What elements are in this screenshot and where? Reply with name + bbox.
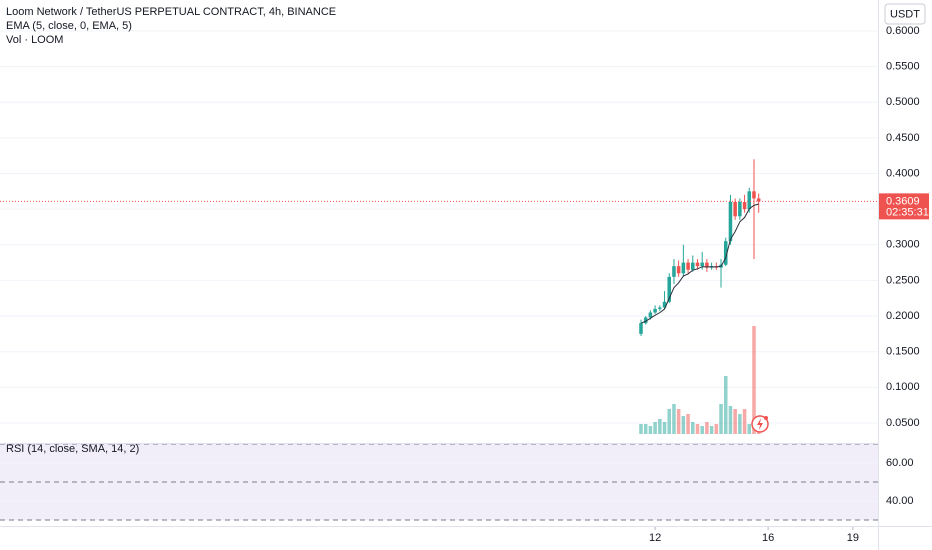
volume-bar xyxy=(747,424,752,434)
candle-body xyxy=(643,317,648,324)
y-tick-label: 0.1000 xyxy=(886,381,920,393)
volume-bar xyxy=(686,414,690,434)
indicator-label: Vol · LOOM xyxy=(6,34,63,46)
y-tick-label: 0.4500 xyxy=(886,132,920,144)
volume-bar xyxy=(676,409,681,434)
candle-body xyxy=(728,202,733,242)
candle-body xyxy=(756,198,761,202)
candle-body xyxy=(658,307,662,309)
y-tick-label: 0.3000 xyxy=(886,239,920,251)
candle-body xyxy=(738,202,742,217)
x-tick-label: 19 xyxy=(847,532,859,544)
y-tick-label: 0.4000 xyxy=(886,167,920,179)
candle-body xyxy=(752,191,756,199)
volume-bar xyxy=(733,409,737,434)
volume-bar xyxy=(700,426,704,434)
candle-body xyxy=(662,301,667,308)
candle-body xyxy=(681,262,686,274)
alert-icon[interactable] xyxy=(751,415,769,433)
last-price-label: 0.3609 xyxy=(886,195,920,207)
candle-body xyxy=(705,262,709,268)
countdown-label: 02:35:31 xyxy=(886,206,929,218)
indicator-label: EMA (5, close, 0, EMA, 5) xyxy=(6,20,132,32)
volume-bar xyxy=(742,409,747,434)
y-tick-label: 0.6000 xyxy=(886,25,920,37)
volume-bar xyxy=(738,414,742,434)
rsi-tick-label: 40.00 xyxy=(886,495,914,507)
candle-body xyxy=(723,241,728,265)
rsi-pane xyxy=(0,443,878,521)
candle-body xyxy=(639,323,643,334)
grid xyxy=(0,30,878,424)
currency-label[interactable]: USDT xyxy=(890,8,920,20)
volume-bar xyxy=(705,422,709,434)
volume-bar xyxy=(752,326,756,434)
candle-body xyxy=(676,266,681,274)
x-tick-label: 12 xyxy=(649,532,661,544)
volume-bar xyxy=(681,416,686,434)
candle-body xyxy=(742,202,747,210)
y-tick-label: 0.2500 xyxy=(886,274,920,286)
candle-body xyxy=(667,276,672,302)
y-tick-label: 0.5500 xyxy=(886,60,920,72)
rsi-band xyxy=(0,443,878,521)
candle-body xyxy=(672,266,676,277)
volume-bar xyxy=(658,419,662,434)
candle-body xyxy=(686,262,690,270)
volume-bar xyxy=(719,404,723,434)
volume-bar xyxy=(728,406,733,434)
ema-line xyxy=(640,203,759,324)
candle-body xyxy=(653,308,657,313)
volume xyxy=(639,326,761,434)
y-tick-label: 0.0500 xyxy=(886,417,920,429)
candle-body xyxy=(747,191,752,210)
volume-bar xyxy=(723,376,728,434)
candles xyxy=(0,159,878,337)
y-tick-label: 0.1500 xyxy=(886,346,920,358)
volume-bar xyxy=(643,424,648,434)
x-tick-label: 16 xyxy=(762,532,774,544)
volume-bar xyxy=(662,422,667,434)
y-tick-label: 0.2000 xyxy=(886,310,920,322)
currency-button[interactable] xyxy=(884,3,926,25)
volume-bar xyxy=(648,426,653,434)
chart-title: Loom Network / TetherUS PERPETUAL CONTRA… xyxy=(6,6,336,18)
volume-bar xyxy=(667,409,672,434)
candle-body xyxy=(695,262,700,267)
last-price-box xyxy=(879,193,929,220)
volume-bar xyxy=(709,426,714,434)
volume-bar xyxy=(672,404,676,434)
rsi-title: RSI (14, close, SMA, 14, 2) xyxy=(6,443,139,455)
price-axis: 0.05000.10000.15000.20000.25000.30000.35… xyxy=(649,25,929,544)
rsi-tick-label: 60.00 xyxy=(886,457,914,469)
volume-bar xyxy=(653,422,657,434)
candle-body xyxy=(690,262,695,270)
candle-body xyxy=(648,312,653,318)
volume-bar xyxy=(639,424,643,434)
y-tick-label: 0.5000 xyxy=(886,96,920,108)
candle-body xyxy=(700,262,704,267)
candle-body xyxy=(733,202,737,217)
volume-bar xyxy=(690,422,695,434)
volume-bar xyxy=(714,424,719,434)
volume-bar xyxy=(695,424,700,434)
